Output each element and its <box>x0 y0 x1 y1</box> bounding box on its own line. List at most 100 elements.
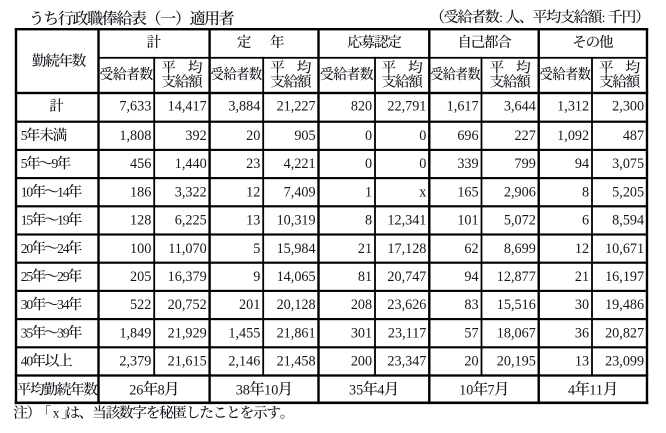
svg-text:0: 0 <box>365 128 372 144</box>
svg-text:20,747: 20,747 <box>387 269 426 285</box>
svg-text::: : <box>499 10 503 25</box>
svg-text:208: 208 <box>351 297 372 313</box>
svg-text:38: 38 <box>236 382 250 398</box>
svg-text:1,617: 1,617 <box>447 99 479 115</box>
svg-text:5: 5 <box>253 241 260 257</box>
svg-text:9: 9 <box>52 156 59 171</box>
svg-text:1,808: 1,808 <box>119 128 151 144</box>
svg-text:0: 0 <box>26 297 33 312</box>
svg-text:16,379: 16,379 <box>168 269 207 285</box>
svg-text:21,227: 21,227 <box>277 99 316 115</box>
svg-text:4: 4 <box>21 354 28 369</box>
svg-text:696: 696 <box>457 128 478 144</box>
svg-text:57: 57 <box>464 325 478 341</box>
svg-text:62: 62 <box>464 241 478 257</box>
svg-text:522: 522 <box>130 297 151 313</box>
svg-text:7: 7 <box>488 382 495 398</box>
svg-text:11,070: 11,070 <box>168 241 207 257</box>
svg-text:5: 5 <box>26 269 33 284</box>
svg-text:21: 21 <box>575 269 589 285</box>
svg-text:4: 4 <box>63 241 70 256</box>
svg-text:9: 9 <box>253 269 260 285</box>
svg-text:16,197: 16,197 <box>605 269 644 285</box>
svg-text:4: 4 <box>568 382 575 398</box>
svg-text:21,929: 21,929 <box>168 325 207 341</box>
svg-text:3: 3 <box>57 325 64 340</box>
svg-text:820: 820 <box>351 99 372 115</box>
svg-text:10: 10 <box>459 382 473 398</box>
svg-text:2,379: 2,379 <box>119 354 151 370</box>
svg-text:205: 205 <box>130 269 151 285</box>
svg-text:186: 186 <box>130 184 151 200</box>
svg-text:2: 2 <box>57 241 64 256</box>
svg-text:13: 13 <box>246 213 260 229</box>
svg-text:23,099: 23,099 <box>605 354 644 370</box>
svg-text:12,877: 12,877 <box>497 269 536 285</box>
svg-text:392: 392 <box>185 128 206 144</box>
svg-text:21,861: 21,861 <box>277 325 316 341</box>
svg-text:0: 0 <box>419 128 426 144</box>
svg-text:2,146: 2,146 <box>228 354 260 370</box>
svg-text:x: x <box>419 184 426 200</box>
svg-text:200: 200 <box>351 354 372 370</box>
svg-text:201: 201 <box>239 297 260 313</box>
svg-text:339: 339 <box>457 156 478 172</box>
svg-text:17,128: 17,128 <box>387 241 426 257</box>
svg-text:8: 8 <box>158 382 165 398</box>
svg-text:26: 26 <box>129 382 143 398</box>
svg-text:6: 6 <box>582 213 589 229</box>
svg-text:9: 9 <box>63 213 70 228</box>
svg-text:20,195: 20,195 <box>497 354 536 370</box>
svg-text:4,221: 4,221 <box>284 156 316 172</box>
svg-text:5,072: 5,072 <box>504 213 536 229</box>
svg-text:3,644: 3,644 <box>504 99 536 115</box>
svg-text:14,065: 14,065 <box>277 269 316 285</box>
svg-text:9: 9 <box>63 325 70 340</box>
svg-text:905: 905 <box>294 128 315 144</box>
svg-text:101: 101 <box>457 213 478 229</box>
svg-text:1,440: 1,440 <box>175 156 207 172</box>
svg-text:4: 4 <box>377 382 384 398</box>
svg-text:12: 12 <box>575 241 589 257</box>
svg-text:23: 23 <box>246 156 260 172</box>
svg-text:8,699: 8,699 <box>504 241 536 257</box>
svg-text:12: 12 <box>246 184 260 200</box>
svg-text:6,225: 6,225 <box>175 213 207 229</box>
svg-text:3,322: 3,322 <box>175 184 207 200</box>
svg-text:5: 5 <box>26 325 33 340</box>
svg-text:13: 13 <box>575 354 589 370</box>
svg-text:2: 2 <box>57 269 64 284</box>
svg-text:1,092: 1,092 <box>557 128 589 144</box>
svg-text:1: 1 <box>21 213 28 228</box>
svg-text:18,067: 18,067 <box>497 325 536 341</box>
svg-text:2: 2 <box>21 269 28 284</box>
svg-text:20,752: 20,752 <box>168 297 207 313</box>
svg-text:301: 301 <box>351 325 372 341</box>
svg-text:9: 9 <box>63 269 70 284</box>
svg-text:0: 0 <box>26 354 33 369</box>
svg-text:227: 227 <box>515 128 536 144</box>
svg-text:x: x <box>53 406 60 421</box>
svg-text:1,312: 1,312 <box>557 99 589 115</box>
svg-text:2,300: 2,300 <box>612 99 644 115</box>
svg-text:1: 1 <box>21 184 28 199</box>
svg-text:5,205: 5,205 <box>612 184 644 200</box>
svg-text:7,633: 7,633 <box>119 99 151 115</box>
svg-text:1: 1 <box>57 184 64 199</box>
svg-text:0: 0 <box>26 184 33 199</box>
svg-text:21,458: 21,458 <box>277 354 316 370</box>
svg-text:11: 11 <box>589 382 603 398</box>
svg-text:5: 5 <box>21 156 28 171</box>
svg-text:3: 3 <box>21 325 28 340</box>
svg-text:3: 3 <box>21 297 28 312</box>
svg-text:487: 487 <box>623 128 644 144</box>
svg-text:0: 0 <box>365 156 372 172</box>
svg-text:20: 20 <box>464 354 478 370</box>
svg-text:1,455: 1,455 <box>228 325 260 341</box>
svg-text:3: 3 <box>57 297 64 312</box>
svg-text:1: 1 <box>57 213 64 228</box>
svg-text:10: 10 <box>264 382 278 398</box>
svg-text:21,615: 21,615 <box>168 354 207 370</box>
svg-text:20,827: 20,827 <box>605 325 644 341</box>
svg-text:21: 21 <box>358 241 372 257</box>
